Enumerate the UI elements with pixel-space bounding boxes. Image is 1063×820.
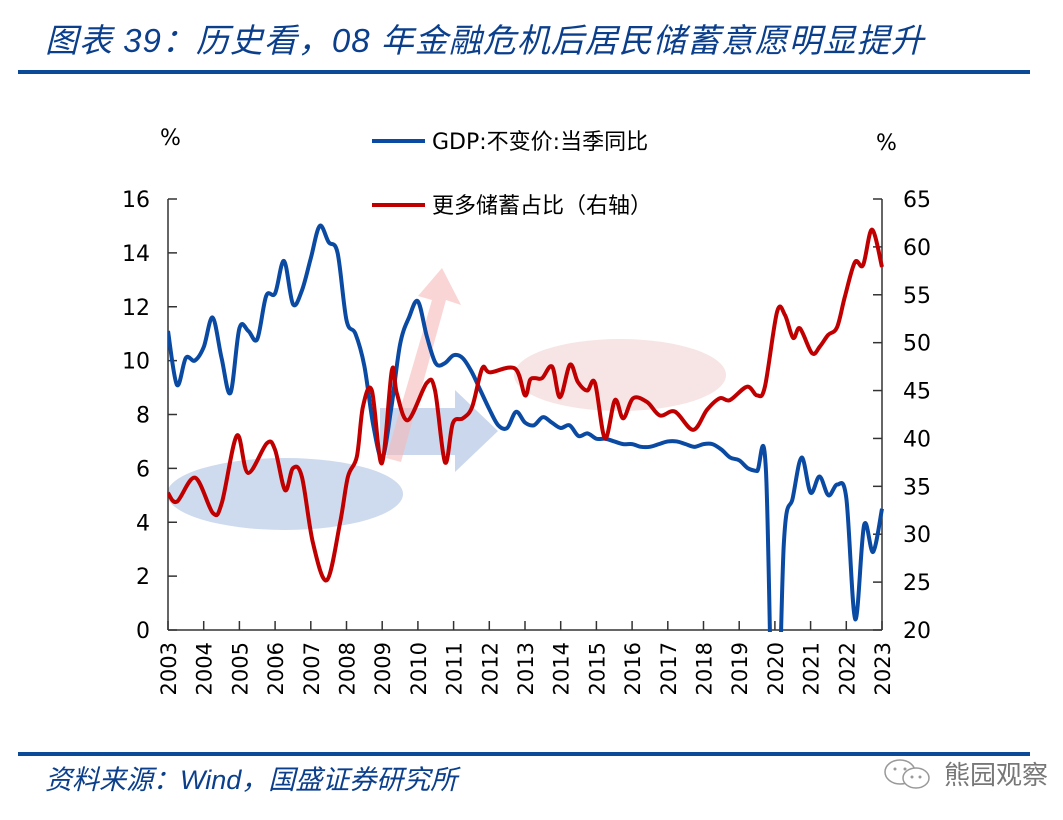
legend-label-savings: 更多储蓄占比（右轴） — [432, 194, 652, 219]
left-tick-label: 16 — [122, 188, 150, 213]
right-tick-label: 40 — [903, 427, 931, 452]
footer-rule — [18, 752, 1030, 756]
x-tick-label: 2023 — [871, 642, 895, 695]
left-axis-unit: % — [160, 126, 181, 151]
legend-label-gdp: GDP:不变价:当季同比 — [432, 130, 648, 155]
trend-arrow-pink — [386, 268, 461, 462]
left-tick-label: 2 — [136, 565, 150, 590]
title-rule — [18, 70, 1030, 74]
left-tick-label: 4 — [136, 511, 150, 536]
x-tick-label: 2021 — [800, 642, 824, 695]
right-tick-label: 60 — [903, 236, 931, 261]
x-tick-label: 2013 — [514, 642, 538, 695]
left-tick-label: 12 — [122, 296, 150, 321]
page-title: 图表 39：历史看，08 年金融危机后居民储蓄意愿明显提升 — [45, 22, 925, 59]
x-tick-label: 2018 — [693, 642, 717, 695]
left-tick-label: 14 — [122, 242, 150, 267]
watermark: 熊园观察 — [880, 755, 1048, 792]
x-tick-label: 2009 — [371, 642, 395, 695]
x-tick-label: 2020 — [764, 642, 788, 695]
source-note: 资料来源：Wind，国盛证券研究所 — [45, 765, 458, 795]
x-tick-label: 2003 — [157, 642, 181, 695]
right-tick-label: 55 — [903, 284, 931, 309]
x-tick-label: 2016 — [621, 642, 645, 695]
left-tick-label: 0 — [136, 619, 150, 644]
x-tick-label: 2005 — [228, 642, 252, 695]
right-tick-label: 50 — [903, 332, 931, 357]
wechat-icon — [884, 758, 930, 789]
x-tick-label: 2004 — [193, 642, 217, 695]
right-tick-label: 20 — [903, 619, 931, 644]
x-tick-label: 2008 — [336, 642, 360, 695]
left-tick-label: 8 — [136, 404, 150, 429]
x-tick-label: 2007 — [300, 642, 324, 695]
right-tick-label: 35 — [903, 475, 931, 500]
watermark-text: 熊园观察 — [944, 760, 1049, 790]
x-tick-label: 2015 — [585, 642, 609, 695]
right-axis-unit: % — [876, 131, 897, 156]
right-tick-label: 25 — [903, 571, 931, 596]
left-tick-label: 10 — [122, 350, 150, 375]
x-tick-label: 2011 — [443, 642, 467, 695]
x-tick-label: 2017 — [657, 642, 681, 695]
x-tick-label: 2006 — [264, 642, 288, 695]
right-tick-label: 45 — [903, 380, 931, 405]
savings-series-line — [168, 227, 884, 583]
x-tick-label: 2010 — [407, 642, 431, 695]
left-tick-label: 6 — [136, 457, 150, 482]
gdp-series-line — [168, 223, 884, 632]
right-tick-label: 30 — [903, 523, 931, 548]
x-tick-label: 2022 — [835, 642, 859, 695]
x-tick-label: 2012 — [478, 642, 502, 695]
highlight-ellipse-pink — [514, 339, 726, 411]
x-tick-label: 2019 — [728, 642, 752, 695]
right-tick-label: 65 — [903, 188, 931, 213]
x-tick-label: 2014 — [550, 642, 574, 695]
